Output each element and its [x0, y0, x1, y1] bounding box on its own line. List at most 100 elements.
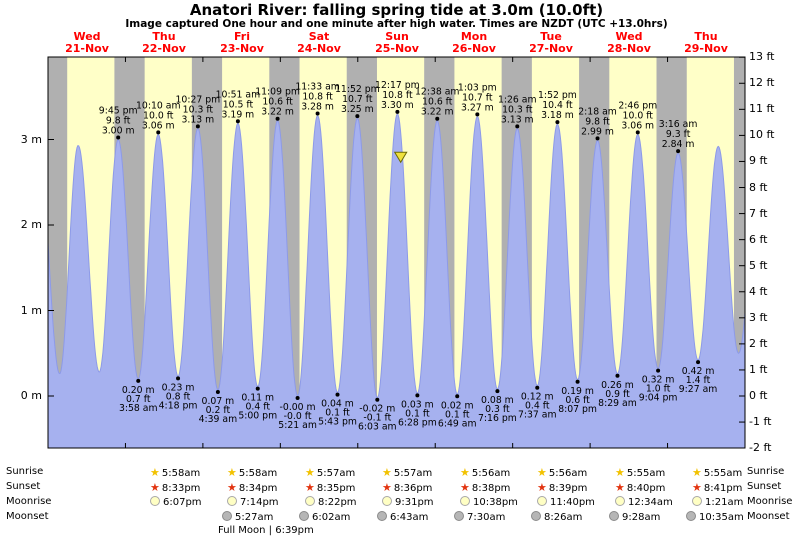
moonrise-time: 11:40pm: [550, 497, 595, 508]
day-label: Wed 21-Nov: [48, 31, 126, 54]
astro-row-label-right-sunrise: Sunrise: [747, 466, 785, 477]
sunrise-icon: ★: [150, 466, 160, 479]
low-tide-dot: [575, 379, 580, 384]
y-axis-right-label: 5 ft: [749, 259, 768, 272]
high-tide-feet: 10.7 ft: [342, 94, 373, 105]
sunrise-icon: ★: [537, 466, 547, 479]
sunrise-entry: ★ 5:57am: [305, 466, 355, 479]
moonrise-entry: 8:22pm: [305, 496, 357, 508]
day-name: Thu: [694, 30, 718, 43]
astro-row-label-right-moonset: Moonset: [747, 511, 790, 522]
astro-row-label-left-sunset: Sunset: [6, 481, 41, 492]
high-tide-dot: [395, 109, 400, 114]
sunrise-time: 5:58am: [238, 468, 278, 479]
day-label: Wed 28-Nov: [590, 31, 668, 54]
y-axis-right-label: 6 ft: [749, 233, 768, 246]
moonset-icon: [299, 511, 309, 521]
moonrise-time: 8:22pm: [318, 497, 357, 508]
low-tide-time: 8:07 pm: [558, 404, 597, 415]
high-tide-meters: 3.13 m: [501, 114, 534, 125]
high-tide-time: 12:17 pm: [375, 80, 420, 91]
low-tide-meters: 0.03 m: [401, 399, 434, 410]
sunset-icon: ★: [692, 481, 702, 494]
low-tide-meters: 0.32 m: [642, 375, 675, 386]
sunset-icon: ★: [305, 481, 315, 494]
high-tide-feet: 9.8 ft: [106, 116, 131, 127]
y-axis-right-label: 9 ft: [749, 154, 768, 167]
high-tide-feet: 9.3 ft: [666, 129, 691, 140]
low-tide-dot: [656, 368, 661, 373]
high-tide-dot: [315, 111, 320, 116]
high-tide-feet: 10.3 ft: [502, 104, 533, 115]
low-tide-feet: 0.4 ft: [525, 401, 550, 412]
astro-row-label-left-sunrise: Sunrise: [6, 466, 44, 477]
y-axis-left-label: 1 m: [20, 304, 42, 317]
high-tide-dot: [676, 149, 681, 154]
sunset-icon: ★: [227, 481, 237, 494]
high-tide-time: 10:10 am: [136, 100, 181, 111]
moonrise-icon: [227, 496, 237, 506]
sunrise-time: 5:55am: [626, 468, 666, 479]
high-tide-time: 9:45 pm: [99, 106, 138, 117]
high-tide-meters: 3.22 m: [261, 107, 294, 118]
high-tide-meters: 3.00 m: [102, 126, 135, 137]
moonset-time: 6:02am: [312, 512, 351, 523]
high-tide-dot: [595, 136, 600, 141]
sunset-time: 8:34pm: [238, 483, 278, 494]
low-tide-time: 3:58 am: [119, 403, 158, 414]
day-name: Mon: [460, 30, 488, 43]
sunset-entry: ★ 8:38pm: [460, 481, 510, 494]
moonrise-entry: 11:40pm: [537, 496, 595, 508]
low-tide-feet: 0.7 ft: [126, 394, 151, 405]
y-axis-right-label: 3 ft: [749, 311, 768, 324]
sunrise-entry: ★ 5:56am: [537, 466, 587, 479]
moonrise-entry: 9:31pm: [382, 496, 434, 508]
low-tide-feet: 0.1 ft: [325, 408, 350, 419]
moonrise-entry: 7:14pm: [227, 496, 279, 508]
high-tide-dot: [555, 120, 560, 125]
astro-row-label-right-sunset: Sunset: [747, 481, 782, 492]
sunrise-entry: ★ 5:55am: [615, 466, 665, 479]
moonset-icon: [222, 511, 232, 521]
high-tide-meters: 3.22 m: [421, 107, 454, 118]
y-axis-right-label: 13 ft: [749, 50, 775, 63]
low-tide-feet: 0.6 ft: [565, 395, 590, 406]
y-axis-right-label: 0 ft: [749, 389, 768, 402]
low-tide-dot: [335, 392, 340, 397]
low-tide-time: 7:16 pm: [478, 413, 517, 424]
low-tide-dot: [176, 376, 181, 381]
high-tide-feet: 10.6 ft: [422, 97, 453, 108]
sunset-icon: ★: [382, 481, 392, 494]
low-tide-dot: [215, 390, 220, 395]
high-tide-feet: 10.7 ft: [462, 92, 493, 103]
sunrise-entry: ★ 5:55am: [692, 466, 742, 479]
low-tide-time: 9:27 am: [679, 384, 718, 395]
sunset-entry: ★ 8:39pm: [537, 481, 587, 494]
capture-time-marker-icon: [393, 151, 408, 164]
day-date: 27-Nov: [529, 41, 573, 55]
moonrise-icon: [150, 496, 160, 506]
day-date: 26-Nov: [452, 41, 496, 55]
moonset-icon: [686, 511, 696, 521]
low-tide-dot: [495, 389, 500, 394]
low-tide-meters: 0.20 m: [122, 385, 155, 396]
sunset-time: 8:38pm: [471, 483, 511, 494]
sunset-entry: ★ 8:33pm: [150, 481, 200, 494]
high-tide-meters: 3.25 m: [341, 104, 374, 115]
low-tide-feet: 0.1 ft: [445, 409, 470, 420]
day-label: Sun 25-Nov: [358, 31, 436, 54]
day-date: 25-Nov: [375, 41, 419, 55]
sunrise-icon: ★: [305, 466, 315, 479]
low-tide-feet: 0.9 ft: [605, 389, 630, 400]
low-tide-feet: 0.1 ft: [405, 408, 430, 419]
low-tide-time: 5:43 pm: [318, 417, 357, 428]
day-date: 21-Nov: [65, 41, 109, 55]
high-tide-dot: [195, 124, 200, 129]
high-tide-meters: 3.06 m: [142, 120, 175, 131]
moonset-entry: 9:28am: [609, 511, 660, 523]
day-date: 28-Nov: [607, 41, 651, 55]
moonset-icon: [454, 511, 464, 521]
night-band: [733, 57, 745, 448]
moonset-icon: [609, 511, 619, 521]
